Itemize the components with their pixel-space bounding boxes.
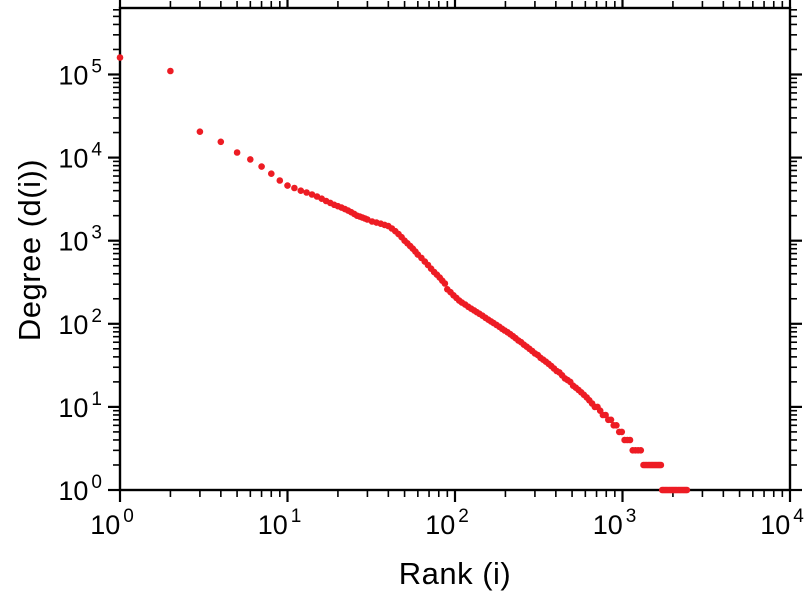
- data-point: [116, 54, 124, 61]
- data-point: [217, 138, 225, 146]
- data-point: [613, 422, 620, 429]
- y-axis-title: Degree (d(i)): [12, 158, 47, 342]
- data-point: [637, 447, 645, 454]
- data-point: [284, 182, 291, 189]
- data-point: [303, 189, 310, 196]
- data-point: [258, 163, 265, 170]
- data-point: [602, 411, 609, 419]
- data-point: [247, 156, 254, 163]
- data-point: [291, 184, 298, 192]
- x-axis-ticks: 10 0 10 1 10 2 10 3 10 4: [90, 0, 804, 540]
- data-point: [618, 428, 626, 436]
- tick-label: 10 1: [258, 506, 302, 540]
- data-point: [297, 187, 305, 194]
- tick-label: 10 5: [58, 56, 102, 90]
- tick-label: 10 1: [58, 389, 102, 423]
- tick-label: 10 2: [425, 506, 469, 540]
- data-point: [233, 149, 241, 156]
- data-points: [116, 54, 691, 494]
- tick-label: 10 4: [760, 506, 804, 540]
- data-point: [657, 461, 665, 469]
- plot-frame: [118, 6, 792, 492]
- data-point: [276, 177, 284, 184]
- data-point: [268, 170, 275, 177]
- data-point: [196, 128, 204, 135]
- tick-label: 10 2: [58, 306, 102, 340]
- tick-label: 10 0: [90, 506, 134, 540]
- data-point: [607, 416, 615, 424]
- tick-label: 10 4: [58, 140, 102, 174]
- data-point: [308, 191, 316, 198]
- tick-label: 10 3: [58, 223, 102, 257]
- tick-label: 10 0: [58, 472, 102, 506]
- data-point: [441, 280, 449, 287]
- data-point: [167, 67, 174, 75]
- x-axis-title: Rank (i): [398, 556, 512, 591]
- tick-label: 10 3: [593, 506, 637, 540]
- data-point: [626, 436, 634, 444]
- data-point: [683, 486, 691, 494]
